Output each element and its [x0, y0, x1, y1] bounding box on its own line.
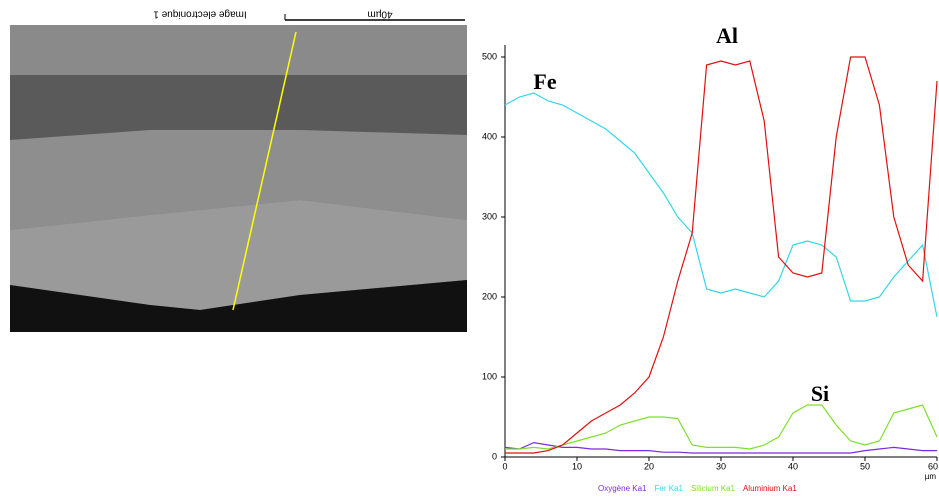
sem-band	[10, 130, 467, 230]
image-label: Image electronique 1	[153, 8, 247, 19]
x-tick-label: 20	[644, 461, 654, 471]
legend-entry: Oxygène Ka1	[598, 484, 647, 493]
legend-entry: Aluminium Ka1	[743, 484, 797, 493]
y-tick-label: 400	[482, 131, 497, 141]
annotation: Si	[811, 381, 829, 406]
scan-line	[232, 31, 297, 311]
y-tick-label: 100	[482, 371, 497, 381]
series-line	[504, 92, 938, 318]
x-axis-label: µm	[925, 472, 937, 481]
x-tick-label: 30	[716, 461, 726, 471]
y-tick-label: 300	[482, 211, 497, 221]
y-tick-label: 500	[482, 51, 497, 61]
annotation: Al	[716, 23, 738, 48]
x-tick-label: 50	[860, 461, 870, 471]
annotation: Fe	[533, 69, 556, 94]
x-tick-label: 0	[502, 461, 507, 471]
legend-entry: Fer Ka1	[654, 484, 683, 493]
sem-band	[10, 200, 467, 310]
sem-image: Image electronique 1 40µm	[10, 8, 467, 332]
x-tick-label: 60	[928, 461, 938, 471]
y-tick-label: 0	[492, 451, 497, 461]
y-tick-label: 200	[482, 291, 497, 301]
x-tick-label: 10	[572, 461, 582, 471]
scale-label: 40µm	[367, 8, 392, 19]
series-line	[504, 441, 937, 454]
legend-entry: Silicium Ka1	[691, 484, 736, 493]
sem-band	[10, 25, 467, 75]
x-tick-label: 40	[788, 461, 798, 471]
sem-band	[10, 75, 467, 140]
series-line	[505, 404, 938, 450]
series-line	[505, 56, 938, 454]
sem-band	[10, 280, 467, 332]
